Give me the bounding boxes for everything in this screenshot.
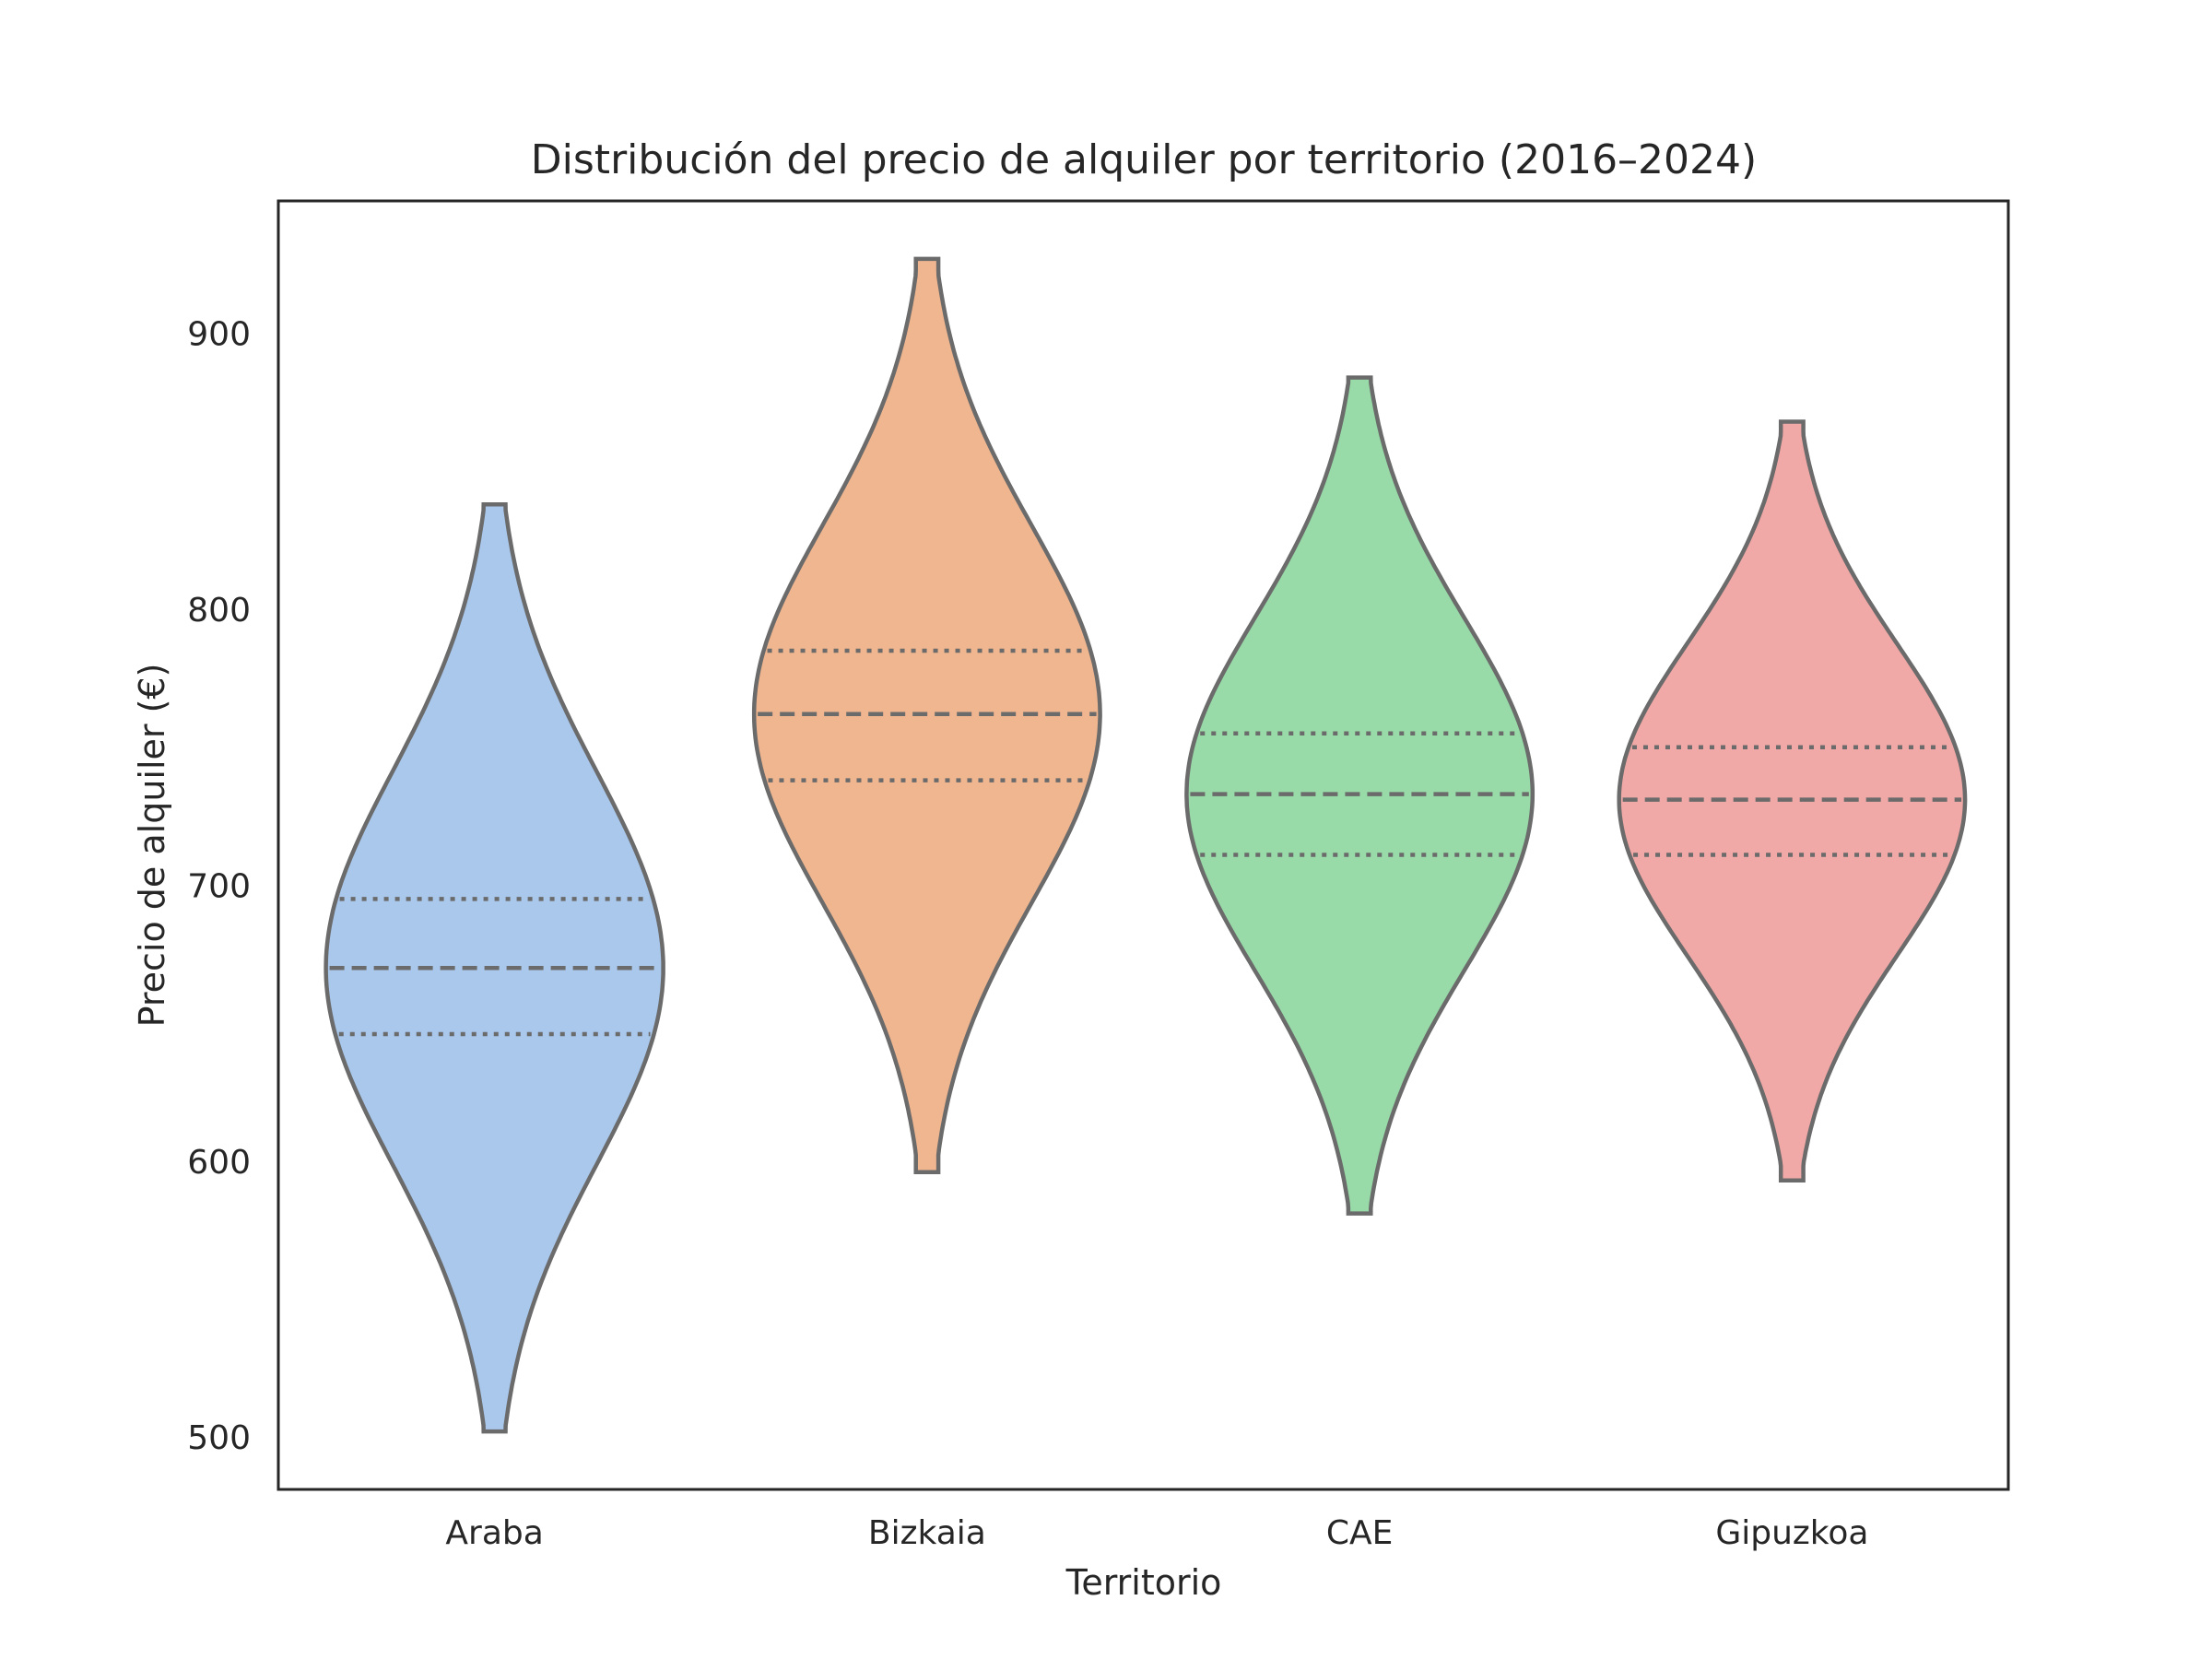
y-tick-label: 600 <box>187 1144 251 1182</box>
plot-frame <box>276 199 2010 1491</box>
x-tick-label: CAE <box>1326 1514 1394 1552</box>
y-axis-label: Precio de alquiler (€) <box>132 664 172 1028</box>
y-tick-label: 900 <box>187 316 251 354</box>
y-tick-label: 800 <box>187 592 251 629</box>
y-tick-label: 500 <box>187 1419 251 1457</box>
x-tick-label: Bizkaia <box>868 1514 986 1552</box>
x-axis-label: Territorio <box>1065 1562 1222 1603</box>
chart-title: Distribución del precio de alquiler por … <box>531 136 1757 183</box>
y-tick-label: 700 <box>187 867 251 905</box>
x-tick-label: Gipuzkoa <box>1715 1514 1868 1552</box>
x-tick-label: Araba <box>445 1514 543 1552</box>
x-axis-ticks: Araba Bizkaia CAE Gipuzkoa <box>445 1514 1868 1552</box>
y-axis-ticks: 500 600 700 800 900 <box>187 316 251 1457</box>
violins-group <box>324 256 1968 1434</box>
